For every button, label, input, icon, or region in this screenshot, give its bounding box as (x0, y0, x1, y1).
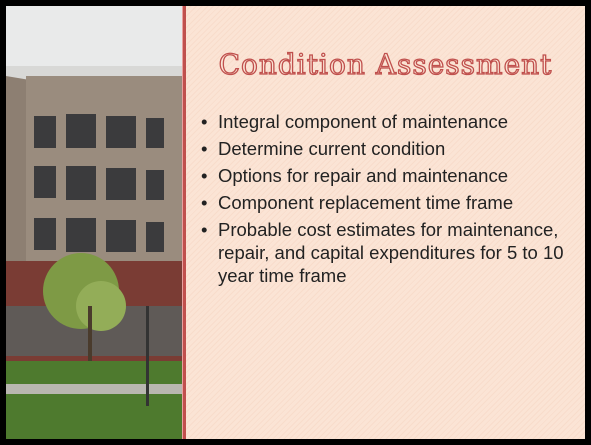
bullet: Integral component of maintenance (201, 110, 588, 133)
photo (6, 6, 182, 439)
title-svg: Condition Assessment (218, 47, 553, 81)
bullet-list: Integral component of maintenance Determi… (200, 110, 588, 291)
bullet: Determine current condition (201, 137, 588, 160)
slide-title: Condition Assessment (219, 48, 553, 81)
bullet: Probable cost estimates for maintenance,… (201, 218, 588, 287)
content-panel: Condition Assessment Integral component … (186, 6, 585, 439)
divider (182, 6, 186, 439)
bullet: Options for repair and maintenance (201, 164, 588, 187)
bullet: Component replacement time frame (201, 191, 588, 214)
